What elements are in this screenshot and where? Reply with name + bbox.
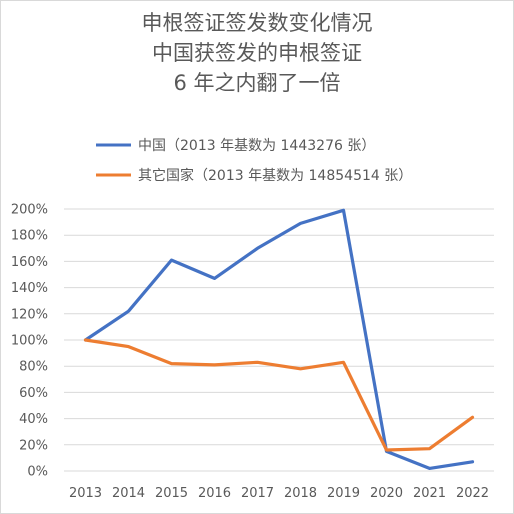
x-tick-label: 2017 (241, 486, 274, 501)
title-line-2: 中国获签发的申根签证 (152, 41, 362, 65)
x-axis-tick-labels: 2013 2014 2015 2016 2017 2018 2019 2020 2021 2022 (69, 486, 489, 501)
y-tick-label: 100% (11, 334, 48, 349)
y-tick-label: 20% (19, 438, 48, 453)
y-axis-tick-labels: 0% 20% 40% 60% 80% 100% 120% 140% 160% 180% 200% (11, 203, 48, 480)
x-tick-label: 2022 (456, 486, 489, 501)
legend-label-other-countries: 其它国家（2013 年基数为 14854514 张） (138, 167, 412, 184)
legend-label-china: 中国（2013 年基数为 1443276 张） (138, 137, 375, 154)
gridlines (64, 208, 494, 472)
x-tick-label: 2020 (370, 486, 403, 501)
y-tick-label: 80% (19, 360, 48, 375)
y-tick-label: 180% (11, 229, 48, 244)
series-lines (83, 208, 475, 470)
legend: 中国（2013 年基数为 1443276 张） 其它国家（2013 年基数为 1… (96, 137, 412, 184)
series-line-other-countries (83, 338, 475, 452)
y-tick-label: 160% (11, 255, 48, 270)
chart-title: 申根签证签发数变化情况 中国获签发的申根签证 6 年之内翻了一倍 (0, 8, 514, 98)
x-tick-label: 2019 (327, 486, 360, 501)
x-tick-label: 2015 (155, 486, 188, 501)
x-tick-label: 2018 (284, 486, 317, 501)
title-line-1: 申根签证签发数变化情况 (141, 11, 373, 35)
y-tick-label: 60% (19, 386, 48, 401)
y-tick-label: 140% (11, 281, 48, 296)
y-tick-label: 200% (11, 203, 48, 218)
x-tick-label: 2021 (413, 486, 446, 501)
x-tick-label: 2014 (112, 486, 145, 501)
x-tick-label: 2016 (198, 486, 231, 501)
y-tick-label: 0% (27, 465, 48, 480)
series-line-china (83, 208, 475, 470)
y-tick-label: 120% (11, 307, 48, 322)
x-tick-label: 2013 (69, 486, 102, 501)
title-line-3: 6 年之内翻了一倍 (173, 71, 341, 95)
y-tick-label: 40% (19, 412, 48, 427)
